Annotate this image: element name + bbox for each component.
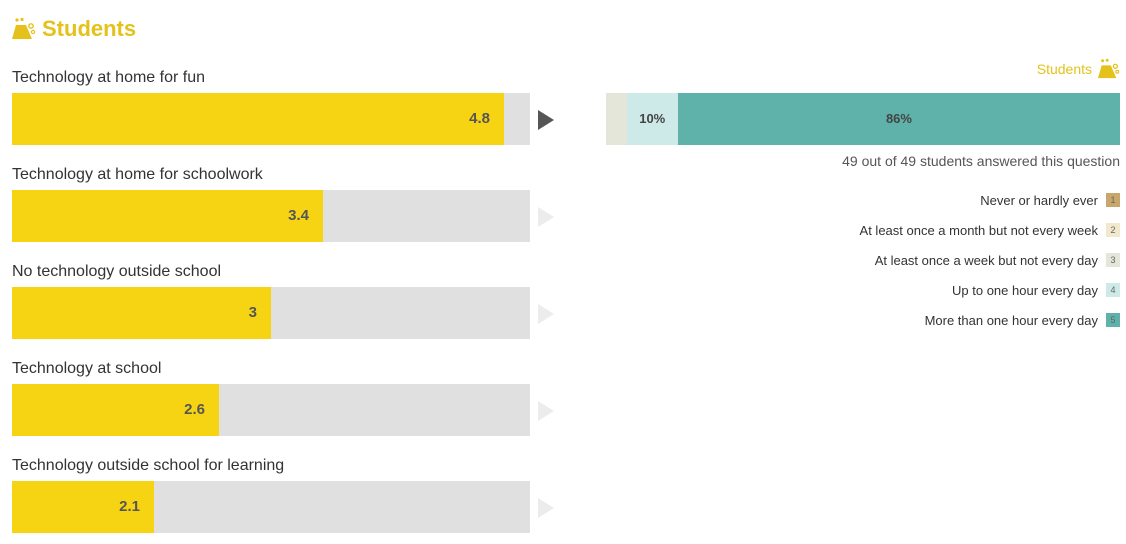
distribution-panel: Students 10% 86% 49 out of 49 students an… — [606, 58, 1120, 378]
bar-label: Technology at school — [12, 360, 162, 377]
legend-swatch: 1 — [1106, 193, 1120, 207]
students-icon — [12, 17, 36, 39]
bar-track: 3 — [12, 287, 530, 339]
bar[interactable]: 2.6 — [12, 384, 219, 436]
answered-count-text: 49 out of 49 students answered this ques… — [842, 153, 1120, 169]
stacked-segment: 10% — [626, 93, 678, 145]
bar-item: Technology at home for fun 4.8 — [12, 66, 572, 156]
stacked-segment: 86% — [677, 93, 1120, 145]
expand-arrow-icon[interactable] — [538, 498, 554, 518]
legend-swatch: 4 — [1106, 283, 1120, 297]
bar-item: Technology at home for schoolwork 3.4 — [12, 163, 572, 253]
bar-label: Technology at home for fun — [12, 69, 206, 86]
legend-label: More than one hour every day — [924, 312, 1098, 328]
students-icon — [1098, 58, 1120, 79]
bar-track: 2.6 — [12, 384, 530, 436]
bar-item: Technology outside school for learning 2.… — [12, 454, 572, 544]
legend-label: At least once a month but not every week — [859, 222, 1098, 238]
legend-swatch: 5 — [1106, 313, 1120, 327]
bar-label: Technology at home for schoolwork — [12, 166, 263, 183]
expand-arrow-icon[interactable] — [538, 110, 554, 130]
bar-value-label: 3.4 — [288, 207, 309, 224]
stacked-segment — [606, 93, 627, 145]
bar-value-label: 3 — [248, 304, 257, 321]
expand-arrow-icon[interactable] — [538, 304, 554, 324]
distribution-title-text: Students — [1036, 61, 1092, 77]
bar-value-label: 4.8 — [469, 110, 490, 127]
distribution-stacked-bar: 10% 86% — [606, 93, 1120, 145]
legend-label: Never or hardly ever — [980, 192, 1098, 208]
legend-item: At least once a week but not every day 3 — [860, 252, 1120, 268]
distribution-title: Students — [1037, 58, 1120, 80]
legend-item: More than one hour every day 5 — [860, 312, 1120, 328]
bar-item: Technology at school 2.6 — [12, 357, 572, 447]
bar-track: 4.8 — [12, 93, 530, 145]
legend-swatch: 2 — [1106, 223, 1120, 237]
bar-label: No technology outside school — [12, 263, 222, 280]
legend-item: Up to one hour every day 4 — [860, 282, 1120, 298]
legend-swatch: 3 — [1106, 253, 1120, 267]
legend-item: At least once a month but not every week… — [860, 222, 1120, 238]
bar[interactable]: 4.8 — [12, 93, 504, 145]
bar[interactable]: 3 — [12, 287, 271, 339]
bar[interactable]: 2.1 — [12, 481, 154, 533]
legend-item: Never or hardly ever 1 — [860, 192, 1120, 208]
distribution-legend: Never or hardly ever 1 At least once a mon… — [860, 192, 1120, 342]
section-title: Students — [42, 16, 137, 41]
bar-item: No technology outside school 3 — [12, 260, 572, 350]
bar-label: Technology outside school for learning — [12, 457, 285, 474]
legend-label: At least once a week but not every day — [874, 252, 1098, 268]
expand-arrow-icon[interactable] — [538, 207, 554, 227]
bar-value-label: 2.6 — [184, 401, 205, 418]
legend-label: Up to one hour every day — [952, 282, 1098, 298]
section-header: Students — [12, 12, 136, 46]
bar-value-label: 2.1 — [119, 498, 140, 515]
bar-track: 2.1 — [12, 481, 530, 533]
bar-track: 3.4 — [12, 190, 530, 242]
bar[interactable]: 3.4 — [12, 190, 323, 242]
expand-arrow-icon[interactable] — [538, 401, 554, 421]
